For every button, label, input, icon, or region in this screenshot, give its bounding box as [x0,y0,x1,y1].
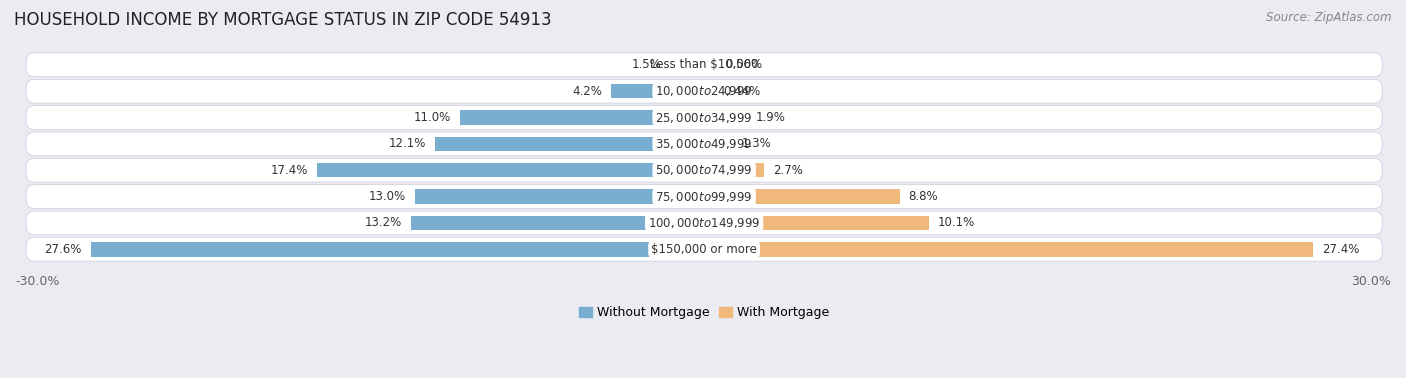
Text: 0.56%: 0.56% [725,58,762,71]
Bar [704,242,1313,257]
Text: $25,000 to $34,999: $25,000 to $34,999 [655,110,752,124]
Text: 4.2%: 4.2% [572,85,602,98]
FancyBboxPatch shape [27,158,1382,182]
FancyBboxPatch shape [27,132,1382,156]
Bar [318,163,704,177]
Text: 27.4%: 27.4% [1322,243,1360,256]
FancyBboxPatch shape [27,106,1382,129]
Bar [610,84,704,98]
Text: 17.4%: 17.4% [271,164,308,177]
Text: $75,000 to $99,999: $75,000 to $99,999 [655,190,752,204]
Text: 12.1%: 12.1% [389,137,426,150]
Bar [704,136,733,151]
Bar [704,163,763,177]
FancyBboxPatch shape [27,79,1382,103]
Bar [704,57,717,72]
FancyBboxPatch shape [27,211,1382,235]
Text: HOUSEHOLD INCOME BY MORTGAGE STATUS IN ZIP CODE 54913: HOUSEHOLD INCOME BY MORTGAGE STATUS IN Z… [14,11,551,29]
Text: 10.1%: 10.1% [938,217,974,229]
Bar [434,136,704,151]
FancyBboxPatch shape [27,237,1382,261]
Text: 1.5%: 1.5% [633,58,662,71]
Legend: Without Mortgage, With Mortgage: Without Mortgage, With Mortgage [579,306,830,319]
Bar [704,110,747,125]
Bar [411,216,704,230]
Text: Source: ZipAtlas.com: Source: ZipAtlas.com [1267,11,1392,24]
Text: $10,000 to $24,999: $10,000 to $24,999 [655,84,752,98]
Bar [704,189,900,204]
FancyBboxPatch shape [27,185,1382,208]
Text: 13.2%: 13.2% [364,217,402,229]
FancyBboxPatch shape [27,53,1382,77]
Text: $35,000 to $49,999: $35,000 to $49,999 [655,137,752,151]
Text: 1.3%: 1.3% [742,137,772,150]
Text: 2.7%: 2.7% [773,164,803,177]
Text: $150,000 or more: $150,000 or more [651,243,756,256]
Text: 13.0%: 13.0% [370,190,406,203]
Bar [671,57,704,72]
Bar [90,242,704,257]
Text: Less than $10,000: Less than $10,000 [650,58,758,71]
Text: 11.0%: 11.0% [413,111,451,124]
Bar [415,189,704,204]
Text: 8.8%: 8.8% [908,190,938,203]
Bar [460,110,704,125]
Bar [704,84,714,98]
Bar [704,216,928,230]
Text: 0.44%: 0.44% [723,85,761,98]
Text: 27.6%: 27.6% [44,243,82,256]
Text: 1.9%: 1.9% [755,111,785,124]
Text: $100,000 to $149,999: $100,000 to $149,999 [648,216,761,230]
Text: $50,000 to $74,999: $50,000 to $74,999 [655,163,752,177]
